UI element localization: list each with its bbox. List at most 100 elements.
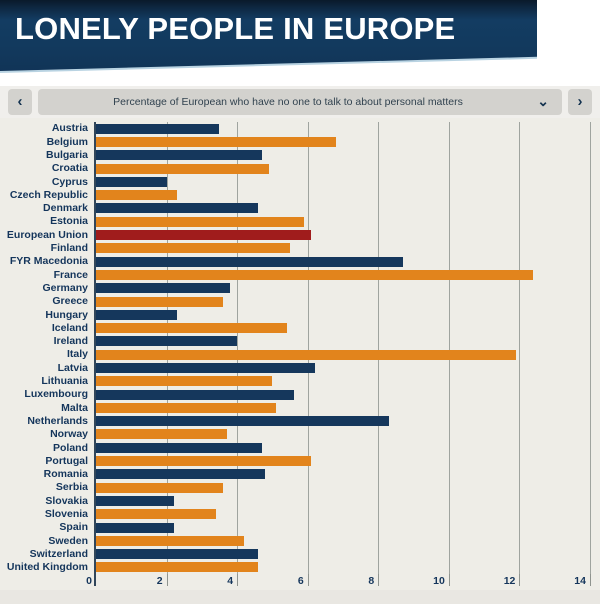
x-axis: 0 2 4 6 8 10 12 14 [86,574,597,590]
bar-track [96,389,597,400]
bar-track [96,535,597,546]
country-bar[interactable] [96,309,178,320]
x-tick-mark [166,574,168,586]
country-label: France [53,268,88,281]
country-bar[interactable] [96,203,259,214]
bar-track [96,562,597,573]
bar-track [96,416,597,427]
x-gridline [448,122,450,574]
chart-row: FYR Macedonia [0,255,600,268]
x-tick-label: 12 [503,575,516,587]
country-bar[interactable] [96,549,259,560]
chart-row: United Kingdom [0,561,600,574]
country-bar[interactable] [96,522,174,533]
bar-track [96,283,597,294]
bar-track [96,495,597,506]
chart-row: Norway [0,428,600,441]
bar-track [96,163,597,174]
chart-select-label: Percentage of European who have no one t… [113,96,463,108]
country-bar[interactable] [96,243,291,254]
country-bar[interactable] [96,176,167,187]
country-bar[interactable] [96,296,223,307]
x-tick-label: 6 [297,575,304,587]
country-bar[interactable] [96,123,220,134]
country-label: Slovakia [45,494,88,507]
country-bar[interactable] [96,150,262,161]
country-bar[interactable] [96,190,178,201]
country-bar[interactable] [96,469,266,480]
bar-chart: Austria Belgium Bulgaria Croatia Cyprus Czech… [0,118,600,590]
country-bar[interactable] [96,336,238,347]
chart-row: Denmark [0,202,600,215]
country-label: Lithuania [41,375,88,388]
country-bar[interactable] [96,442,262,453]
x-tick-label: 0 [86,575,92,587]
country-bar[interactable] [96,136,336,147]
country-bar[interactable] [96,216,305,227]
country-bar[interactable] [96,495,174,506]
country-bar[interactable] [96,389,294,400]
x-tick-mark [589,574,591,586]
bar-track [96,230,597,241]
country-label: Switzerland [29,547,88,560]
country-label: Slovenia [44,508,88,520]
country-bar[interactable] [96,456,312,467]
country-label: Malta [61,401,88,414]
bar-track [96,376,597,387]
chart-row: France [0,268,600,281]
country-bar[interactable] [96,509,216,520]
country-bar[interactable] [96,269,534,280]
x-tick-label: 4 [227,575,234,587]
bar-track [96,203,597,214]
x-tick-label: 10 [433,575,445,587]
next-chart-button[interactable]: › [568,89,592,115]
country-label: Serbia [55,481,88,494]
bar-track [96,123,597,134]
chart-selector-bar: ‹ Percentage of European who have no one… [0,86,600,118]
x-gridline [166,122,168,574]
country-label: Sweden [48,534,88,547]
country-bar[interactable] [96,256,403,267]
chart-rows: Austria Belgium Bulgaria Croatia Cyprus Czech… [0,122,600,574]
country-label: Latvia [57,361,88,374]
country-bar[interactable] [96,482,223,493]
country-bar[interactable] [96,283,231,294]
country-bar[interactable] [96,349,516,360]
x-tick-label: 8 [368,575,375,587]
chart-row: Poland [0,441,600,454]
banner-shadow: LONELY PEOPLE IN EUROPE [0,0,600,71]
chart-row: Lithuania [0,375,600,388]
country-bar[interactable] [96,562,259,573]
chevron-down-icon: ⌄ [537,92,549,109]
country-bar[interactable] [96,230,312,241]
banner-shape: LONELY PEOPLE IN EUROPE [0,0,537,71]
chart-row: Romania [0,468,600,481]
header-spacer [0,71,600,86]
country-bar[interactable] [96,429,227,440]
country-label: Netherlands [27,414,88,427]
country-bar[interactable] [96,323,287,334]
chart-grid [94,122,597,574]
country-bar[interactable] [96,416,389,427]
country-label: Iceland [51,321,88,334]
bar-track [96,522,597,533]
chart-row: Finland [0,242,600,255]
country-label: Romania [43,468,88,481]
bar-track [96,190,597,201]
country-bar[interactable] [96,376,273,387]
country-bar[interactable] [96,163,269,174]
bar-track [96,269,597,280]
x-gridline [378,122,380,574]
country-bar[interactable] [96,362,315,373]
country-bar[interactable] [96,402,276,413]
country-label: United Kingdom [6,561,88,574]
country-bar[interactable] [96,535,245,546]
prev-chart-button[interactable]: ‹ [8,89,32,115]
x-gridline [519,122,521,574]
country-label: Italy [66,348,88,361]
country-label: Croatia [51,162,88,175]
chart-select-dropdown[interactable]: Percentage of European who have no one t… [38,89,562,115]
bar-track [96,176,597,187]
x-tick-label: 14 [574,575,586,587]
country-label: Hungary [45,308,88,321]
